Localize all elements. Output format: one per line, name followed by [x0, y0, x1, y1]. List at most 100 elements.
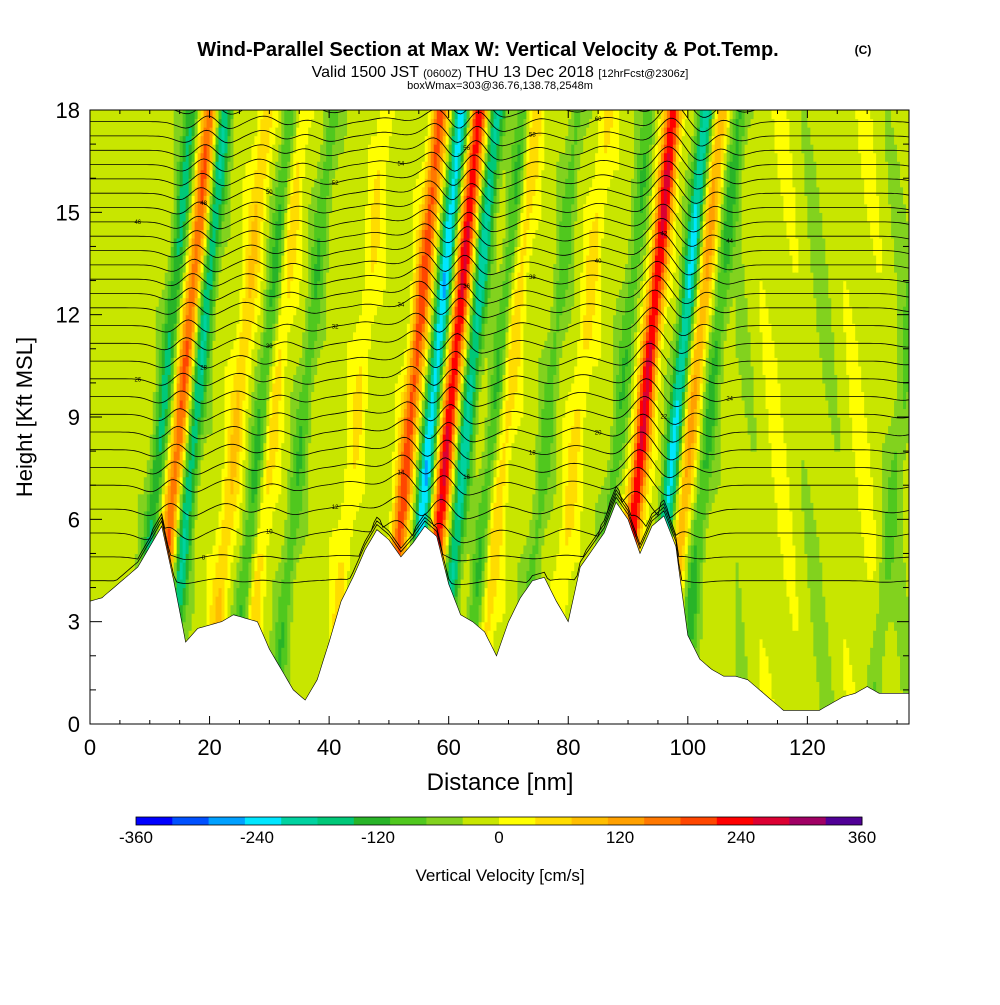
w-cell — [242, 544, 247, 640]
w-cell — [296, 451, 300, 486]
w-cell — [466, 127, 471, 137]
w-cell — [203, 365, 208, 393]
w-cell — [789, 613, 794, 724]
w-cell — [553, 331, 557, 375]
w-cell — [478, 195, 483, 205]
w-cell — [203, 289, 208, 316]
w-cell — [487, 485, 492, 520]
w-cell — [475, 297, 480, 333]
w-cell — [469, 263, 474, 273]
w-cell — [711, 144, 716, 162]
w-cell — [257, 314, 261, 350]
w-cell — [520, 306, 525, 418]
w-cell — [430, 272, 435, 290]
w-cell — [580, 110, 584, 154]
w-cell — [508, 297, 513, 324]
w-cell — [442, 331, 447, 341]
w-cell — [185, 399, 190, 410]
w-cell — [170, 425, 175, 444]
w-cell — [493, 212, 498, 333]
w-cell — [430, 314, 435, 333]
w-cell — [424, 434, 429, 461]
w-cell — [634, 195, 638, 290]
w-cell — [296, 561, 300, 724]
w-cell — [266, 289, 270, 375]
w-cell — [203, 254, 208, 265]
w-cell — [191, 502, 196, 529]
w-cell — [161, 323, 166, 350]
w-cell — [693, 169, 698, 188]
w-cell — [705, 382, 710, 410]
w-cell — [490, 502, 495, 529]
w-cell — [690, 110, 695, 137]
w-cell — [263, 289, 267, 333]
w-cell — [379, 306, 384, 572]
w-cell — [586, 348, 590, 393]
theta-contour-label: 58 — [529, 133, 536, 139]
w-cell — [260, 280, 264, 333]
w-cell — [469, 272, 474, 290]
w-cell — [439, 110, 444, 128]
w-cell — [484, 186, 489, 205]
w-cell — [463, 161, 468, 171]
w-cell — [699, 459, 704, 563]
w-cell — [735, 110, 740, 120]
w-cell — [137, 493, 142, 572]
w-cell — [194, 297, 199, 307]
w-cell — [409, 502, 414, 520]
w-cell — [651, 348, 656, 367]
w-cell — [254, 110, 258, 137]
w-cell — [816, 681, 820, 724]
w-cell — [278, 493, 282, 563]
w-cell — [460, 417, 465, 427]
w-cell — [481, 178, 486, 188]
w-cell — [278, 237, 282, 273]
w-cell — [272, 246, 276, 299]
w-cell — [550, 442, 554, 512]
w-cell — [666, 152, 671, 188]
w-cell — [367, 110, 372, 145]
w-cell — [702, 468, 707, 520]
w-cell — [149, 519, 154, 555]
w-cell — [903, 203, 907, 307]
w-cell — [161, 493, 166, 512]
w-cell — [690, 306, 695, 316]
w-cell — [418, 246, 423, 265]
w-cell — [311, 391, 315, 724]
w-cell — [272, 144, 276, 179]
w-cell — [687, 152, 692, 179]
w-cell — [714, 220, 719, 239]
w-cell — [200, 289, 205, 307]
w-cell — [454, 399, 459, 410]
w-cell — [415, 110, 420, 179]
w-cell — [245, 110, 250, 162]
w-cell — [463, 399, 468, 418]
w-cell — [185, 195, 190, 213]
w-cell — [442, 451, 447, 486]
w-cell — [645, 340, 650, 358]
w-cell — [517, 425, 522, 563]
w-cell — [475, 519, 480, 563]
w-cell — [478, 331, 483, 350]
w-cell — [206, 178, 211, 196]
w-cell — [903, 306, 907, 410]
w-cell — [556, 399, 560, 555]
w-cell — [200, 417, 205, 435]
w-cell — [454, 144, 459, 179]
w-cell — [424, 408, 429, 427]
theta-contour-label: 18 — [529, 450, 536, 456]
w-cell — [170, 399, 175, 418]
w-cell — [188, 399, 193, 410]
w-cell — [810, 144, 814, 273]
w-cell — [427, 110, 432, 137]
w-cell — [400, 527, 405, 546]
w-cell — [693, 297, 698, 307]
w-cell — [433, 459, 438, 469]
w-cell — [179, 365, 184, 401]
w-cell — [879, 110, 883, 239]
w-cell — [601, 110, 605, 239]
w-cell — [460, 425, 465, 444]
w-cell — [433, 502, 438, 512]
w-cell — [723, 135, 728, 154]
w-cell — [861, 178, 865, 393]
